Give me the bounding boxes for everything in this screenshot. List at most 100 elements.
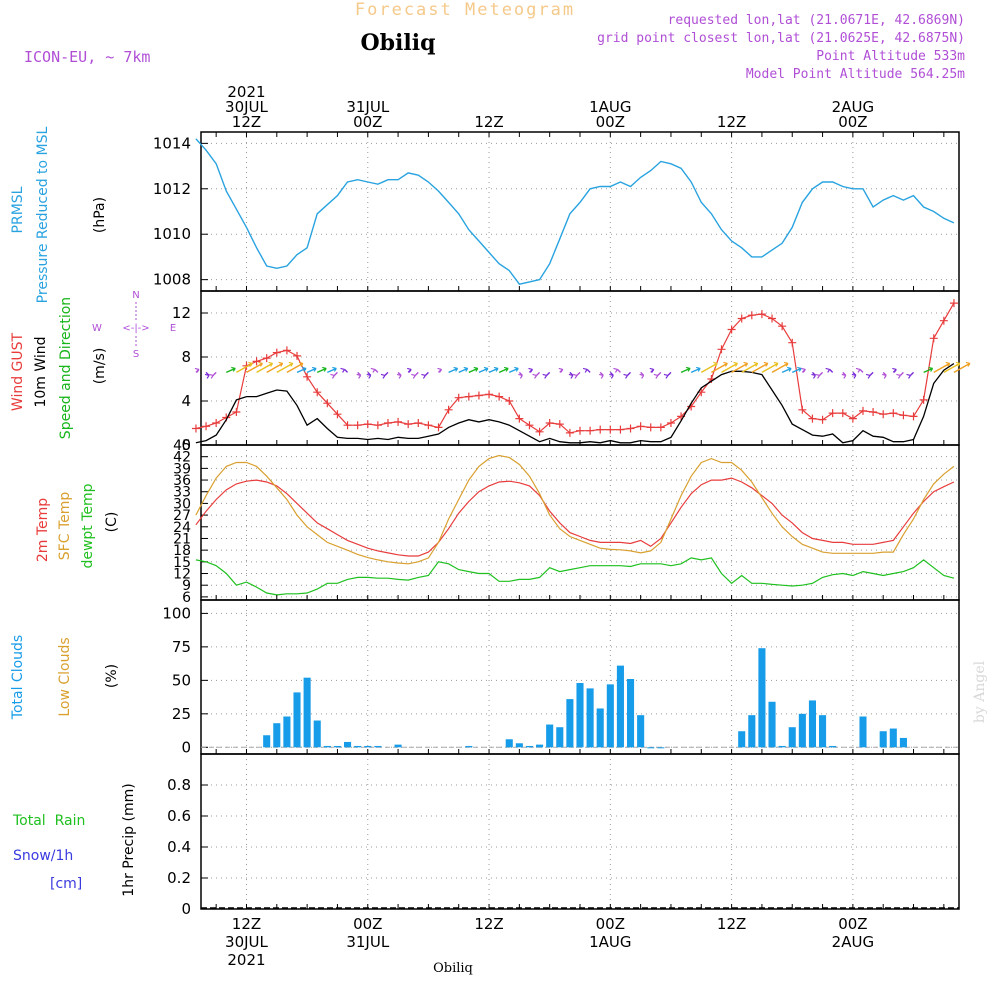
cloud-bar: [293, 692, 301, 748]
y-tick-label: 100: [162, 604, 191, 622]
gust-marker: [525, 421, 534, 430]
cloud-bar: [303, 677, 311, 748]
wind-direction-arrow: [414, 371, 419, 376]
wind-direction-head: [568, 373, 574, 379]
cloud-bar: [889, 728, 897, 748]
gust-marker: [363, 420, 372, 429]
wind-direction-arrow: [276, 362, 294, 374]
cloud-bar: [758, 648, 766, 748]
gust-marker: [202, 422, 211, 431]
gust-marker: [576, 426, 584, 435]
wind-gust-label: Wind GUST: [10, 332, 26, 411]
panel-precipitation: 0 0.2 0.4 0.6 0.8: [167, 753, 960, 918]
wind-direction-arrow: [536, 371, 541, 376]
wind-direction-arrow: [384, 371, 389, 376]
snow-unit: [cm]: [50, 876, 82, 892]
compass-n: N: [132, 290, 139, 301]
footer-location: Obiliq: [433, 961, 473, 976]
gust-marker: [343, 421, 352, 430]
top-time-label: 12Z: [717, 113, 746, 131]
wind-direction-arrow: [424, 371, 429, 376]
wind-direction-arrow: [212, 371, 217, 376]
gust-marker: [545, 419, 554, 427]
gust-marker: [848, 414, 857, 423]
gust-marker: [495, 392, 504, 401]
wind-direction-arrow: [468, 367, 479, 374]
wind-direction-head: [865, 373, 871, 379]
cloud-bar: [657, 747, 665, 749]
wind-direction-head: [896, 373, 901, 379]
cloud-bar: [738, 731, 746, 748]
gust-marker: [303, 372, 312, 381]
y-tick-label: 1012: [153, 180, 191, 198]
wind-direction-head: [653, 373, 659, 379]
cloud-bar: [536, 744, 544, 748]
gust-marker: [909, 412, 918, 421]
cloud-bar: [374, 745, 382, 748]
y-tick-label: 0: [181, 436, 191, 454]
gust-marker: [333, 410, 342, 419]
wind-direction-arrow: [910, 371, 915, 376]
wind-direction-arrow: [344, 368, 349, 373]
gust-marker: [939, 316, 948, 325]
wind-direction-head: [518, 373, 523, 379]
wind-direction-label: Speed and Direction: [58, 297, 74, 439]
gust-marker: [515, 414, 524, 423]
wind-direction-head: [332, 366, 337, 372]
gust-marker: [414, 419, 423, 427]
panel-wind: 0 4 8 12: [172, 290, 971, 454]
gust-marker: [737, 314, 746, 323]
gust-marker: [444, 405, 453, 414]
gust-marker: [262, 354, 271, 363]
gust-marker: [808, 414, 817, 423]
cloud-bar: [829, 745, 837, 748]
compass-horizontal: <-|->: [122, 323, 149, 334]
y-tick-label: 50: [172, 671, 191, 689]
wind-direction-head: [801, 367, 806, 373]
wind-direction-head: [330, 373, 335, 379]
temp-2m-label: 2m Temp: [35, 498, 51, 562]
gust-marker: [282, 346, 291, 355]
gust-marker: [434, 423, 443, 432]
gust-marker: [383, 419, 392, 427]
gust-marker: [838, 409, 847, 418]
bottom-time-label: 00Z: [353, 915, 382, 933]
chart-title: Forecast Meteogram: [355, 0, 575, 20]
cloud-bar: [596, 708, 604, 748]
y-tick-label: 25: [172, 705, 191, 723]
model-label: ICON-EU, ~ 7km: [24, 48, 150, 66]
wind-direction-arrow: [761, 362, 779, 374]
wind-direction-head: [504, 366, 509, 372]
wind-direction-head: [572, 373, 578, 379]
wind-direction-arrow: [448, 367, 458, 374]
location-title: Obiliq: [360, 30, 435, 56]
y-tick-label: 30: [173, 496, 191, 512]
wind-direction-head: [268, 361, 274, 367]
point-altitude: Point Altitude 533m: [816, 49, 965, 64]
cloud-bar: [879, 731, 887, 748]
wind-direction-head: [356, 373, 362, 379]
wind-direction-arrow: [771, 362, 789, 374]
gust-marker: [565, 428, 574, 437]
wind-direction-arrow: [327, 367, 337, 374]
cloud-labels: Total Clouds Low Clouds (%): [10, 635, 120, 720]
wind-direction-head: [542, 373, 548, 379]
gust-marker: [596, 425, 605, 434]
y-tick-label: 4: [181, 392, 191, 410]
wind-unit: (m/s): [92, 348, 108, 385]
top-time-label: 00Z: [353, 113, 382, 131]
y-tick-label: 12: [173, 567, 191, 583]
wind-direction-arrow: [943, 362, 961, 374]
wind-direction-head: [855, 367, 861, 373]
wind-direction-head: [713, 361, 718, 367]
y-tick-label: 0.2: [167, 869, 191, 887]
cloud-bar: [626, 679, 635, 748]
temp-sfc-label: SFC Temp: [57, 492, 73, 561]
panel-prmsl: 1008 1010 1012 1014: [153, 131, 960, 292]
wind-direction-arrow: [751, 362, 769, 374]
gust-marker: [373, 421, 382, 430]
wind-direction-head: [965, 361, 971, 367]
wind-direction-arrow: [680, 367, 691, 374]
cloud-bar: [465, 745, 473, 748]
wind-direction-head: [194, 367, 200, 373]
